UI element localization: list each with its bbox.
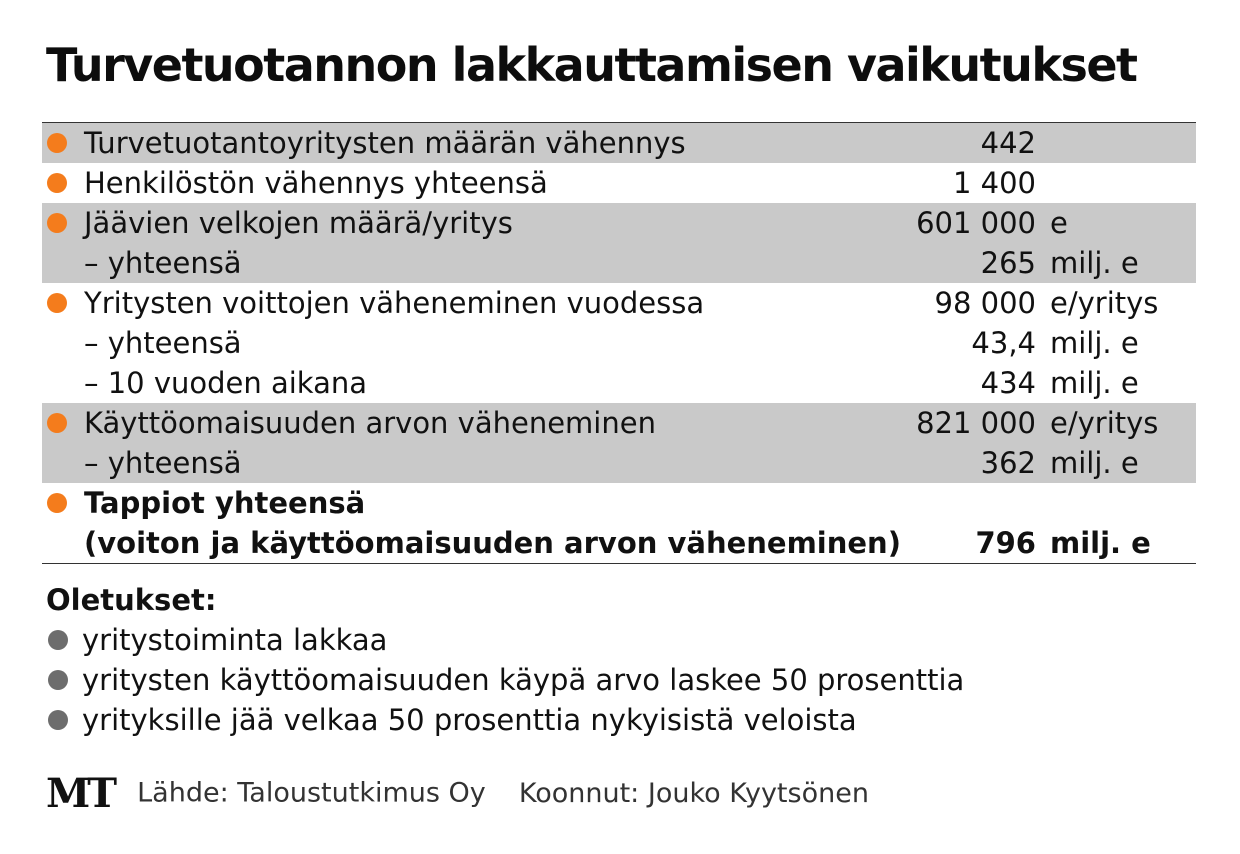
- total-group: Tappiot yhteensä (voiton ja käyttöomaisuu…: [42, 483, 1196, 563]
- row-unit: milj. e: [1050, 526, 1151, 560]
- source-text: Lähde: Taloustutkimus Oy: [137, 777, 486, 809]
- compiled-by-text: Koonnut: Jouko Kyytsönen: [518, 777, 869, 809]
- row-value: 796: [975, 526, 1036, 560]
- table-row: Henkilöstön vähennys yhteensä 1 400: [42, 163, 1196, 203]
- row-label: Käyttöomaisuuden arvon väheneminen: [84, 406, 656, 440]
- table-group: Henkilöstön vähennys yhteensä 1 400: [42, 163, 1196, 203]
- table-row: – yhteensä 362 milj. e: [42, 443, 1196, 483]
- row-unit: milj. e: [1050, 326, 1139, 360]
- table-group: Yritysten voittojen väheneminen vuodessa…: [42, 283, 1196, 403]
- table-row: – 10 vuoden aikana 434 milj. e: [42, 363, 1196, 403]
- table-row: – yhteensä 43,4 milj. e: [42, 323, 1196, 363]
- table-row: Yritysten voittojen väheneminen vuodessa…: [42, 283, 1196, 323]
- gray-bullet-icon: [48, 630, 68, 650]
- row-label: – yhteensä: [84, 446, 242, 480]
- row-value: 434: [980, 366, 1036, 400]
- orange-bullet-icon: [47, 213, 67, 233]
- row-value: 362: [980, 446, 1036, 480]
- table-row: (voiton ja käyttöomaisuuden arvon vähene…: [42, 523, 1196, 563]
- row-value: 442: [980, 126, 1036, 160]
- table-row: Tappiot yhteensä: [42, 483, 1196, 523]
- orange-bullet-icon: [47, 133, 67, 153]
- row-value: 601 000: [916, 206, 1036, 240]
- row-label: Jäävien velkojen määrä/yritys: [84, 206, 513, 240]
- row-unit: e/yritys: [1050, 286, 1159, 320]
- orange-bullet-icon: [47, 293, 67, 313]
- row-value: 265: [980, 246, 1036, 280]
- table-row: Jäävien velkojen määrä/yritys 601 000 e: [42, 203, 1196, 243]
- row-unit: milj. e: [1050, 366, 1139, 400]
- row-value: 1 400: [952, 166, 1036, 200]
- table-group: Turvetuotantoyritysten määrän vähennys 44…: [42, 123, 1196, 163]
- footer: MT Lähde: Taloustutkimus Oy Koonnut: Jou…: [46, 770, 869, 816]
- row-label: – yhteensä: [84, 326, 242, 360]
- row-label: (voiton ja käyttöomaisuuden arvon vähene…: [84, 526, 901, 560]
- row-label: Tappiot yhteensä: [84, 486, 366, 520]
- row-value: 98 000: [934, 286, 1036, 320]
- row-unit: e: [1050, 206, 1068, 240]
- row-unit: e/yritys: [1050, 406, 1159, 440]
- table-group: Käyttöomaisuuden arvon väheneminen 821 00…: [42, 403, 1196, 483]
- data-table: Turvetuotantoyritysten määrän vähennys 44…: [42, 122, 1196, 564]
- table-row: Turvetuotantoyritysten määrän vähennys 44…: [42, 123, 1196, 163]
- row-label: Yritysten voittojen väheneminen vuodessa: [84, 286, 705, 320]
- chart-title: Turvetuotannon lakkauttamisen vaikutukse…: [46, 38, 1138, 92]
- gray-bullet-icon: [48, 710, 68, 730]
- assumption-text: yritystoiminta lakkaa: [82, 623, 388, 657]
- row-label: – yhteensä: [84, 246, 242, 280]
- table-row: – yhteensä 265 milj. e: [42, 243, 1196, 283]
- row-label: Henkilöstön vähennys yhteensä: [84, 166, 548, 200]
- row-value: 43,4: [971, 326, 1036, 360]
- orange-bullet-icon: [47, 493, 67, 513]
- assumption-item: yritystoiminta lakkaa: [46, 620, 1196, 660]
- gray-bullet-icon: [48, 670, 68, 690]
- row-value: 821 000: [916, 406, 1036, 440]
- assumption-item: yrityksille jää velkaa 50 prosenttia nyk…: [46, 700, 1196, 740]
- orange-bullet-icon: [47, 173, 67, 193]
- table-group: Jäävien velkojen määrä/yritys 601 000 e – y…: [42, 203, 1196, 283]
- assumptions-section: Oletukset: yritystoiminta lakkaa yrityst…: [46, 580, 1196, 740]
- orange-bullet-icon: [47, 413, 67, 433]
- mt-logo: MT: [46, 769, 117, 817]
- assumption-text: yritysten käyttöomaisuuden käypä arvo la…: [82, 663, 965, 697]
- assumption-item: yritysten käyttöomaisuuden käypä arvo la…: [46, 660, 1196, 700]
- table-row: Käyttöomaisuuden arvon väheneminen 821 00…: [42, 403, 1196, 443]
- assumptions-title: Oletukset:: [46, 583, 217, 617]
- row-unit: milj. e: [1050, 246, 1139, 280]
- row-label: Turvetuotantoyritysten määrän vähennys: [84, 126, 686, 160]
- assumption-text: yrityksille jää velkaa 50 prosenttia nyk…: [82, 703, 857, 737]
- row-unit: milj. e: [1050, 446, 1139, 480]
- row-label: – 10 vuoden aikana: [84, 366, 368, 400]
